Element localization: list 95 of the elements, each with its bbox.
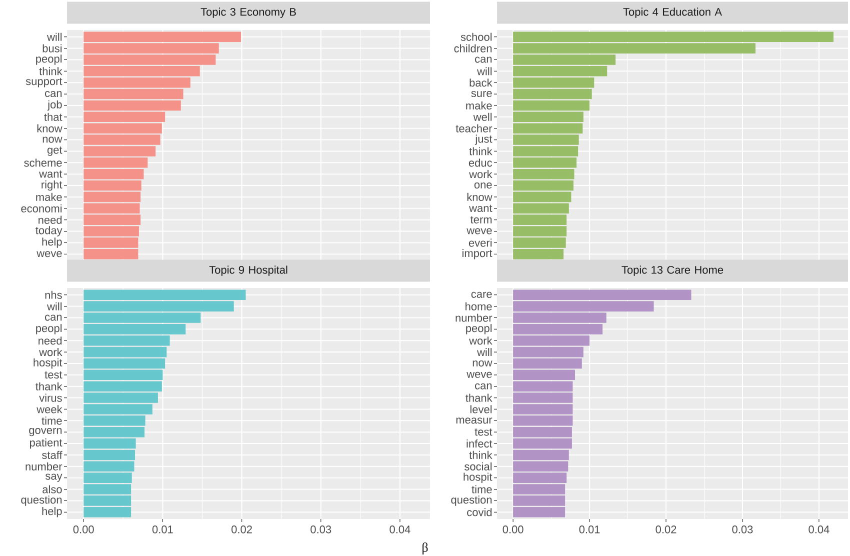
y-tick-label: week: [36, 405, 62, 414]
y-tick-label: question: [451, 496, 492, 506]
y-tick-label: job: [47, 100, 62, 111]
y-tick-label: thank: [466, 394, 492, 402]
y-tick-label: will: [47, 302, 62, 310]
y-tick-label: number: [456, 314, 492, 322]
y-tick-label: say: [45, 474, 62, 482]
y-tick-label: want: [469, 204, 492, 212]
y-tick-label: will: [477, 348, 492, 356]
y-tick-label: everi: [468, 238, 492, 247]
chart-title: Topic 13 Care Home: [622, 266, 724, 276]
y-tick-label: govern: [29, 428, 62, 436]
y-tick-label: term: [470, 216, 492, 224]
y-tick-label: now: [472, 360, 492, 366]
y-tick-label: infect: [466, 439, 492, 448]
y-tick-label: work: [469, 170, 492, 178]
y-tick-label: time: [472, 485, 492, 494]
y-tick-label: help: [42, 507, 62, 518]
x-tick-label: 0.03: [310, 526, 332, 534]
y-tick-label: covid: [467, 508, 492, 516]
y-tick-label: hospit: [34, 358, 62, 369]
chart-title: Topic 4 Education A: [623, 8, 722, 18]
y-tick-label: measur: [456, 418, 492, 424]
y-tick-label: educ: [468, 158, 492, 167]
y-tick-label: now: [42, 136, 62, 143]
y-tick-label: will: [477, 67, 492, 76]
y-tick-label: nhs: [45, 290, 62, 299]
y-tick-label: weve: [36, 251, 62, 258]
y-tick-label: well: [473, 112, 492, 121]
y-tick-label: peopl: [36, 324, 62, 334]
x-tick-label: 0.04: [390, 526, 410, 534]
y-tick-label: peopl: [466, 324, 492, 334]
y-tick-label: economi: [21, 204, 62, 212]
y-tick-label: thank: [36, 382, 62, 390]
y-tick-label: question: [21, 496, 62, 506]
y-tick-label: peopl: [36, 54, 62, 65]
y-tick-label: can: [45, 91, 62, 98]
y-tick-label: virus: [39, 394, 62, 402]
y-tick-label: think: [469, 450, 492, 459]
y-tick-label: weve: [466, 228, 492, 234]
y-tick-label: hospit: [464, 472, 492, 483]
y-tick-label: sure: [471, 91, 492, 98]
y-tick-label: import: [462, 249, 492, 260]
y-tick-label: also: [42, 485, 62, 494]
y-tick-label: level: [470, 405, 492, 414]
y-tick-label: think: [39, 67, 62, 76]
y-tick-label: staff: [42, 450, 62, 459]
y-tick-label: right: [42, 180, 62, 191]
y-tick-label: make: [36, 192, 62, 201]
y-tick-label: want: [39, 170, 62, 178]
y-tick-label: will: [47, 32, 62, 41]
y-tick-label: know: [467, 192, 492, 201]
y-tick-label: know: [37, 124, 62, 132]
y-tick-label: that: [44, 112, 62, 121]
y-tick-label: time: [42, 416, 62, 425]
y-tick-label: social: [464, 462, 492, 470]
y-tick-label: care: [471, 292, 492, 298]
x-tick-label: 0.01: [579, 526, 600, 534]
y-tick-label: back: [470, 78, 492, 87]
y-tick-label: busi: [42, 44, 62, 52]
y-tick-label: work: [39, 348, 62, 356]
y-tick-label: number: [26, 462, 62, 470]
y-tick-label: test: [474, 428, 492, 436]
chart-title: Topic 3 Economy B: [200, 8, 296, 18]
x-tick-label: 0.03: [732, 526, 753, 534]
y-tick-label: school: [460, 32, 492, 41]
y-tick-label: help: [42, 238, 62, 248]
y-tick-label: can: [475, 383, 492, 390]
y-tick-label: just: [474, 134, 492, 145]
y-tick-label: scheme: [24, 158, 62, 167]
y-tick-label: test: [44, 371, 62, 379]
y-tick-label: support: [26, 78, 62, 88]
y-tick-label: work: [469, 336, 492, 345]
y-tick-label: home: [466, 302, 492, 310]
x-tick-label: 0.01: [152, 526, 173, 534]
y-tick-label: can: [45, 314, 62, 321]
x-axis-title: β: [422, 542, 428, 554]
y-tick-label: need: [38, 336, 62, 345]
y-tick-label: children: [454, 44, 492, 52]
y-tick-label: today: [36, 226, 62, 236]
x-tick-label: 0.02: [656, 526, 676, 534]
x-tick-label: 0.00: [502, 526, 524, 534]
chart-title: Topic 9 Hospital: [209, 266, 288, 276]
y-tick-label: need: [38, 216, 62, 224]
y-tick-label: make: [466, 101, 492, 110]
y-tick-label: think: [469, 147, 492, 156]
y-tick-label: can: [475, 56, 492, 63]
x-tick-label: 0.04: [808, 526, 830, 534]
y-tick-label: get: [47, 146, 62, 156]
x-tick-label: 0.00: [73, 526, 94, 534]
y-tick-label: one: [474, 182, 492, 189]
y-tick-label: patient: [30, 438, 62, 449]
y-tick-label: teacher: [456, 124, 492, 132]
y-tick-label: weve: [466, 372, 492, 378]
x-tick-label: 0.02: [232, 526, 252, 534]
